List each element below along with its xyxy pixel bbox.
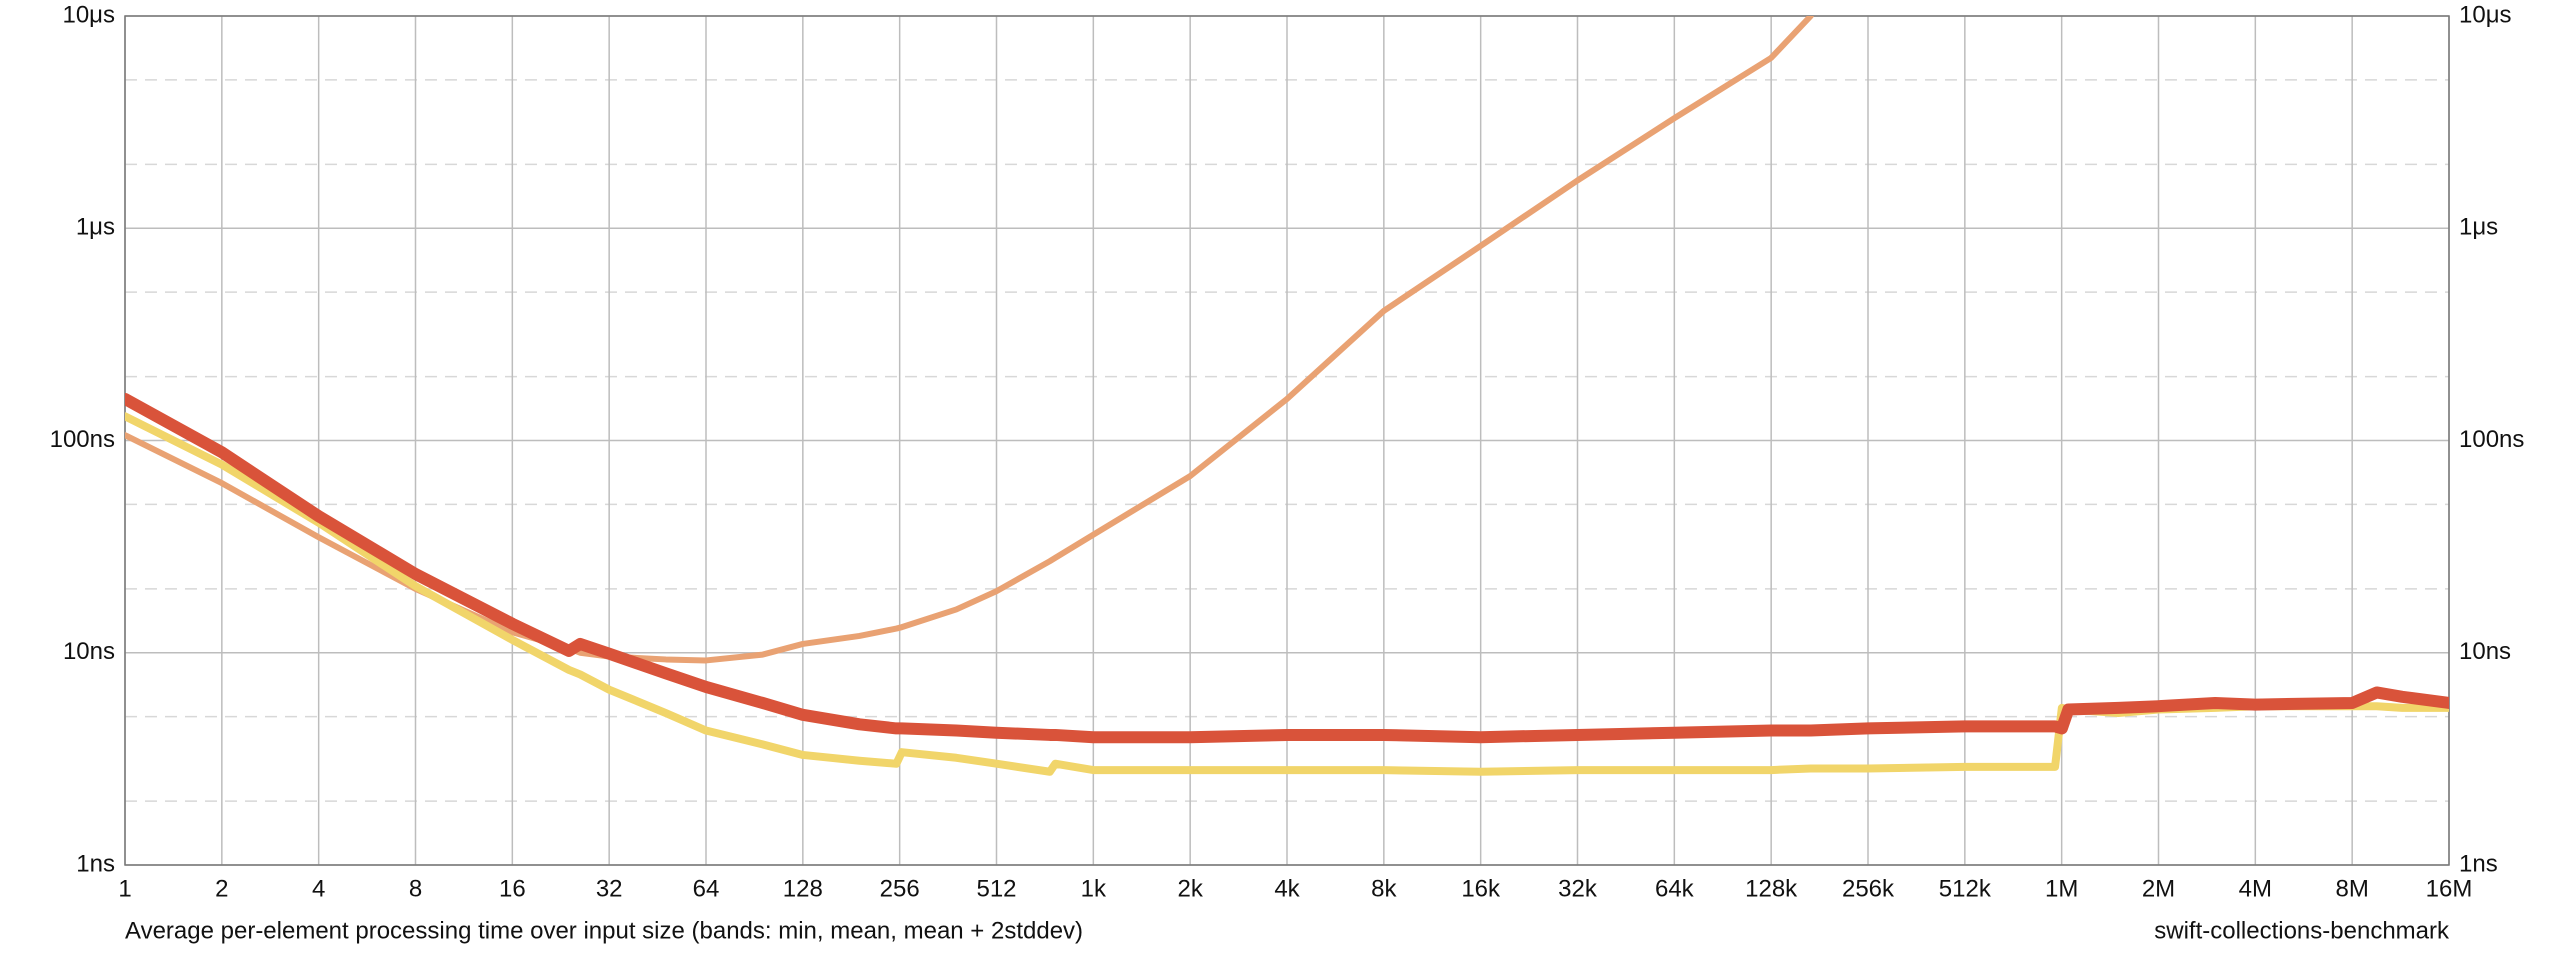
- x-tick-label: 2k: [1177, 875, 1203, 902]
- x-tick-label: 128: [783, 875, 823, 902]
- y2-tick-label: 10μs: [2459, 1, 2512, 28]
- x-tick-label: 16k: [1461, 875, 1501, 902]
- x-tick-label: 256k: [1842, 875, 1895, 902]
- y-tick-label: 10μs: [62, 1, 115, 28]
- x-tick-label: 64k: [1655, 875, 1695, 902]
- x-tick-label: 4k: [1274, 875, 1300, 902]
- x-tick-label: 16M: [2426, 875, 2473, 902]
- y-tick-label: 1μs: [76, 214, 115, 241]
- y2-tick-label: 1μs: [2459, 214, 2498, 241]
- x-tick-label: 4: [312, 875, 325, 902]
- x-tick-label: 128k: [1745, 875, 1798, 902]
- x-tick-label: 512: [976, 875, 1016, 902]
- x-tick-label: 2M: [2142, 875, 2175, 902]
- x-tick-label: 32: [596, 875, 623, 902]
- y2-tick-label: 100ns: [2459, 426, 2524, 453]
- caption: Average per-element processing time over…: [125, 917, 1083, 944]
- x-tick-label: 8k: [1371, 875, 1397, 902]
- x-tick-label: 64: [693, 875, 720, 902]
- x-tick-label: 512k: [1939, 875, 1992, 902]
- plot-frame: [124, 15, 2450, 866]
- x-tick-label: 16: [499, 875, 526, 902]
- x-tick-label: 1: [118, 875, 131, 902]
- x-tick-label: 4M: [2239, 875, 2272, 902]
- x-tick-label: 256: [880, 875, 920, 902]
- x-tick-label: 1M: [2045, 875, 2078, 902]
- source: swift-collections-benchmark: [2154, 917, 2450, 944]
- y2-tick-label: 1ns: [2459, 850, 2498, 877]
- x-tick-label: 8M: [2335, 875, 2368, 902]
- y2-tick-label: 10ns: [2459, 638, 2511, 665]
- y-tick-label: 100ns: [50, 426, 115, 453]
- y-tick-label: 10ns: [63, 638, 115, 665]
- y-tick-label: 1ns: [76, 850, 115, 877]
- series-line: [125, 392, 2449, 744]
- x-tick-label: 1k: [1081, 875, 1107, 902]
- x-tick-label: 32k: [1558, 875, 1598, 902]
- x-tick-label: 2: [215, 875, 228, 902]
- x-tick-label: 8: [409, 875, 422, 902]
